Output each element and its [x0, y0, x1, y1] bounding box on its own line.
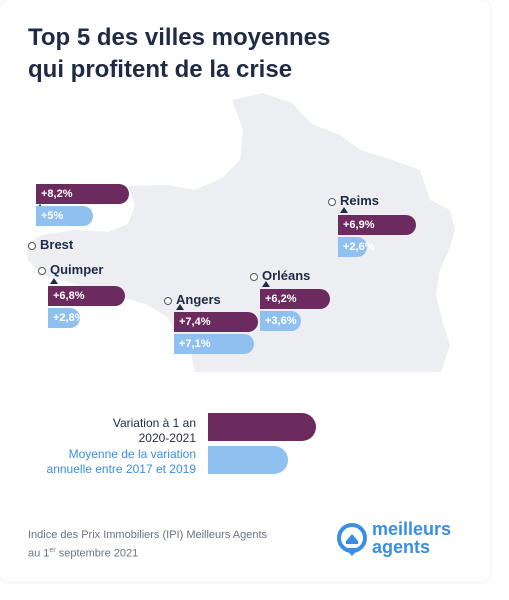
city-name: Reims — [340, 193, 380, 208]
pointer-angers — [176, 304, 184, 310]
bar-moyenne-quimper: +2,8% — [48, 308, 85, 328]
house-pin-icon — [337, 523, 367, 556]
legend-line-4: annuelle entre 2017 et 2019 — [46, 462, 196, 476]
bar-variation-angers: +7,4% — [174, 312, 258, 332]
logo-text: meilleurs agents — [372, 520, 451, 556]
source-line-2: au 1er septembre 2021 — [28, 547, 139, 560]
city-label-angers: Angers — [164, 292, 221, 307]
title-line-2: qui profitent de la crise — [28, 56, 293, 83]
city-name: Orléans — [262, 268, 311, 283]
city-dot — [28, 241, 36, 250]
city-dot — [38, 266, 46, 275]
logo-line-2: agents — [372, 537, 431, 557]
city-dot — [164, 296, 172, 305]
city-dot — [250, 272, 258, 281]
france-map-shape — [26, 93, 455, 372]
bar-variation-brest: +8,2% — [36, 184, 129, 204]
pointer-quimper — [50, 278, 58, 284]
bar-moyenne-angers: +7,1% — [174, 334, 254, 354]
city-label-reims: Reims — [328, 193, 379, 208]
city-label-orleans: Orléans — [250, 268, 310, 283]
pointer-reims — [340, 207, 348, 213]
bar-moyenne-brest: +5% — [36, 206, 93, 226]
bar-variation-quimper: +6,8% — [48, 286, 125, 306]
source-line-1: Indice des Prix Immobiliers (IPI) Meille… — [28, 529, 268, 541]
legend-swatch-moyenne — [208, 446, 288, 474]
legend-label-variation: Variation à 1 an 2020-2021 — [60, 416, 196, 446]
legend-line-1: Variation à 1 an — [112, 416, 196, 430]
city-label-brest: Brest — [28, 237, 73, 252]
legend-line-2: 2020-2021 — [138, 431, 196, 445]
pointer-orleans — [262, 281, 270, 287]
legend-line-3: Moyenne de la variation — [68, 447, 196, 461]
city-label-quimper: Quimper — [38, 262, 103, 277]
title-line-1: Top 5 des villes moyennes — [28, 24, 331, 51]
legend-swatch-variation — [208, 413, 316, 441]
page-title: Top 5 des villes moyennes qui profitent … — [28, 22, 330, 86]
bar-variation-reims: +6,9% — [338, 215, 416, 235]
city-name: Brest — [40, 237, 74, 252]
logo-line-1: meilleurs — [372, 519, 452, 539]
source-note: Indice des Prix Immobiliers (IPI) Meille… — [28, 528, 267, 562]
city-name: Quimper — [50, 262, 104, 277]
bar-moyenne-reims: +2,6% — [338, 237, 375, 257]
bar-variation-orleans: +6,2% — [260, 289, 330, 309]
city-dot — [328, 197, 336, 206]
legend-label-moyenne: Moyenne de la variation annuelle entre 2… — [0, 447, 196, 477]
bar-moyenne-orleans: +3,6% — [260, 311, 301, 331]
city-name: Angers — [176, 292, 221, 307]
